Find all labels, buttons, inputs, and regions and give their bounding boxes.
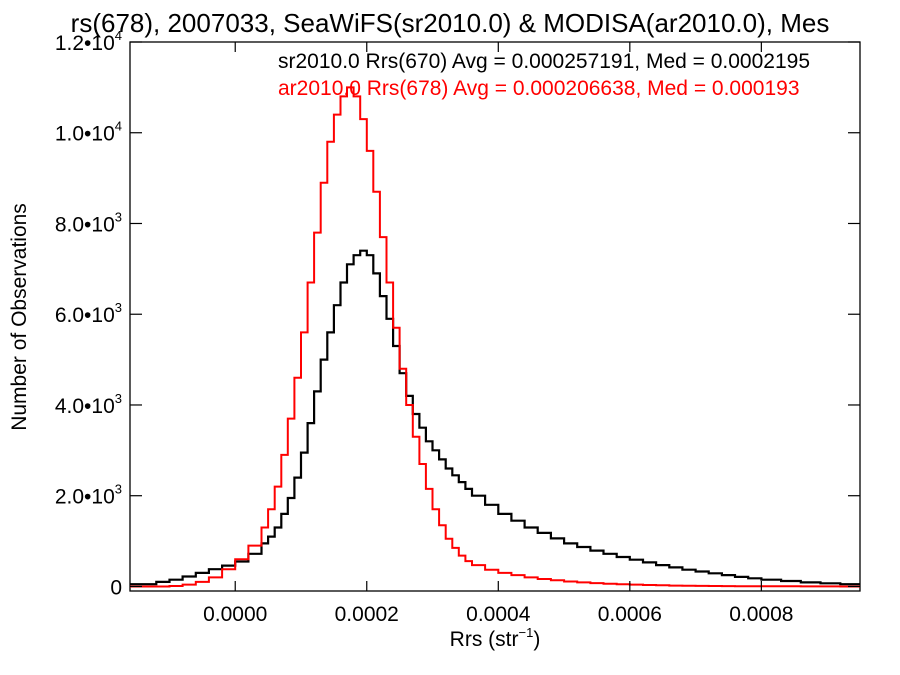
x-tick-label-2: 0.0004: [466, 603, 531, 626]
x-tick-label-0: 0.0000: [203, 603, 267, 626]
plot-frame: [129, 41, 861, 592]
legend-entry-ar2010: ar2010.0 Rrs(678) Avg = 0.000206638, Med…: [278, 77, 800, 100]
y-tick-label-0: 0: [110, 576, 122, 599]
series-layer: [130, 86, 860, 588]
chart-title: rs(678), 2007033, SeaWiFS(sr2010.0) & MO…: [71, 8, 830, 38]
x-axis-label-close: ): [533, 628, 540, 651]
x-tick-label-3: 0.0006: [598, 603, 662, 626]
series-line-0: [130, 249, 860, 586]
x-axis-label-text: Rrs (str: [450, 628, 519, 651]
y-tick-label-4: 8.0•103: [55, 209, 122, 236]
series-line-1: [130, 86, 860, 588]
y-axis-label: Number of Observations: [8, 203, 31, 431]
y-tick-label-5: 1.0•104: [55, 119, 122, 146]
y-tick-label-3: 6.0•103: [55, 300, 122, 327]
x-axis-label-sup: −1: [519, 625, 534, 640]
legend-entry-sr2010: sr2010.0 Rrs(670) Avg = 0.000257191, Med…: [278, 50, 810, 73]
x-axis-label: Rrs (str−1): [450, 625, 541, 651]
y-tick-label-2: 4.0•103: [55, 391, 122, 418]
x-tick-label-4: 0.0008: [729, 603, 793, 626]
y-tick-label-6: 1.2•104: [55, 28, 122, 55]
x-tick-label-1: 0.0002: [335, 603, 399, 626]
y-tick-label-1: 2.0•103: [55, 482, 122, 509]
ticks-layer: 0.0000 0.0002 0.0004 0.0006 0.0008 0 2.0•103 4.…: [55, 28, 860, 626]
